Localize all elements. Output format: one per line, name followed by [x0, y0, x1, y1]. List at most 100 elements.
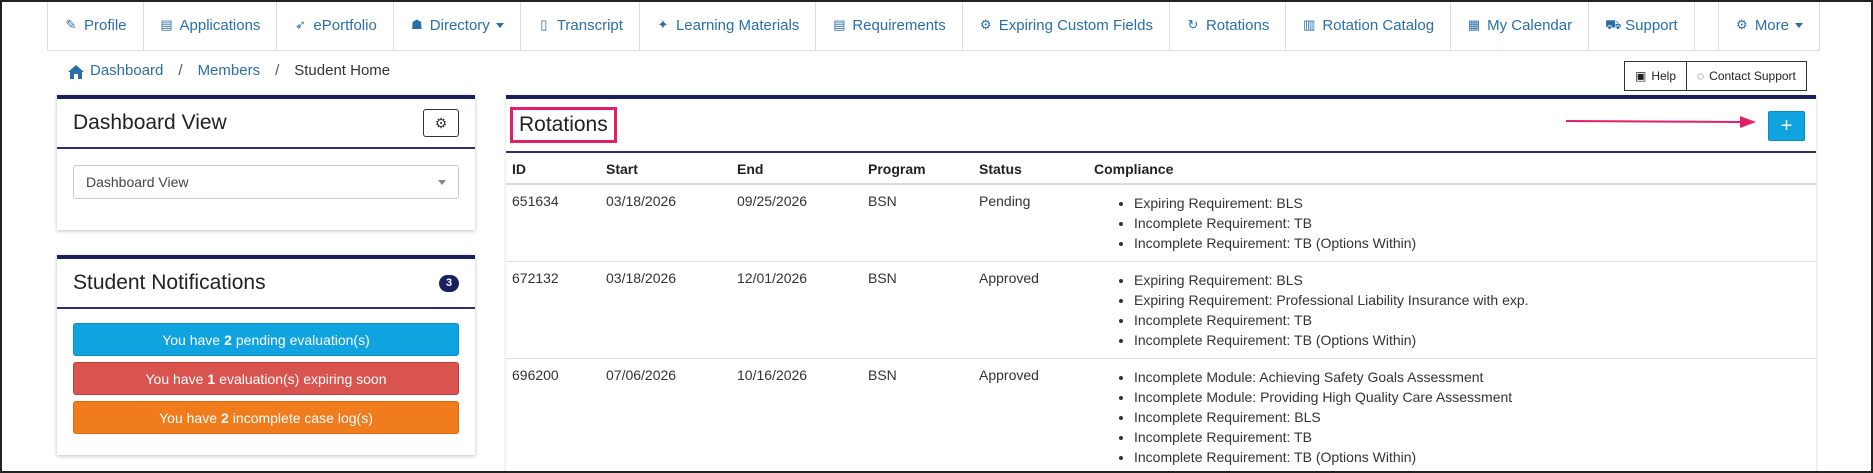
- nav-item-requirements[interactable]: ▤ Requirements: [816, 0, 963, 50]
- table-header-row: ID Start End Program Status Compliance: [506, 153, 1816, 185]
- nav-item-learning-materials[interactable]: ✦ Learning Materials: [640, 0, 817, 50]
- notification-count: 2: [221, 409, 229, 426]
- dashboard-view-header: Dashboard View ⚙: [57, 99, 475, 149]
- nav-item-expiring-custom-fields[interactable]: ⚙ Expiring Custom Fields: [963, 0, 1170, 50]
- cell-id: 672132: [506, 261, 600, 359]
- table-row[interactable]: 65163403/18/202609/25/2026BSNPendingExpi…: [506, 184, 1816, 262]
- nav-item-label: ePortfolio: [313, 16, 377, 34]
- cell-end: 10/16/2026: [731, 358, 862, 473]
- users-icon: ☗: [410, 17, 423, 32]
- cell-end: 12/01/2026: [731, 261, 862, 359]
- cell-status: Approved: [973, 358, 1088, 473]
- chevron-down-icon: [495, 22, 504, 28]
- column-header-program[interactable]: Program: [862, 153, 973, 185]
- rotations-table: ID Start End Program Status Compliance 6…: [506, 153, 1816, 473]
- breadcrumb: Dashboard / Members / Student Home: [68, 62, 390, 79]
- contact-support-button[interactable]: ◌ Contact Support: [1687, 61, 1807, 91]
- nav-item-rotations[interactable]: ↻ Rotations: [1170, 0, 1287, 50]
- breadcrumb-members-link[interactable]: Members: [197, 62, 261, 79]
- gear-icon: ⚙: [434, 114, 448, 131]
- cell-compliance: Expiring Requirement: BLSIncomplete Requ…: [1088, 184, 1816, 262]
- cell-program: BSN: [862, 261, 973, 359]
- student-notifications-panel: Student Notifications 3 You have 2 pending…: [57, 255, 475, 455]
- pending-evaluations-button[interactable]: You have 2 pending evaluation(s): [73, 323, 459, 356]
- nav-item-profile[interactable]: ✎ Profile: [48, 0, 144, 50]
- truck-icon: ⛟: [1605, 17, 1622, 32]
- cell-compliance: Expiring Requirement: BLSExpiring Requir…: [1088, 261, 1816, 359]
- notification-count-badge: 3: [439, 274, 459, 292]
- nav-item-directory[interactable]: ☗ Directory: [394, 0, 521, 50]
- nav-item-label: Requirements: [852, 16, 946, 34]
- refresh-icon: ↻: [1187, 17, 1199, 32]
- chevron-down-icon: [438, 179, 446, 185]
- rotations-panel: Rotations + ID Start End Program Status …: [506, 95, 1816, 473]
- home-icon: [68, 64, 84, 79]
- rocket-icon: ➶: [294, 17, 306, 32]
- column-header-start[interactable]: Start: [600, 153, 731, 185]
- cell-id: 696200: [506, 358, 600, 473]
- dashboard-settings-button[interactable]: ⚙: [423, 109, 459, 137]
- add-rotation-button[interactable]: +: [1768, 111, 1805, 141]
- rotations-title: Rotations: [510, 107, 617, 143]
- notification-list: You have 2 pending evaluation(s) You have 1…: [57, 309, 475, 434]
- incomplete-case-logs-button[interactable]: You have 2 incomplete case log(s): [73, 401, 459, 434]
- column-header-id[interactable]: ID: [506, 153, 600, 185]
- compliance-item: Incomplete Module: Achieving Safety Goal…: [1134, 367, 1810, 387]
- cell-status: Approved: [973, 261, 1088, 359]
- cell-end: 09/25/2026: [731, 184, 862, 262]
- compliance-item: Incomplete Requirement: TB (Options With…: [1134, 233, 1810, 253]
- cogs-icon: ⚙: [979, 17, 992, 32]
- cell-compliance: Incomplete Module: Achieving Safety Goal…: [1088, 358, 1816, 473]
- table-row[interactable]: 67213203/18/202612/01/2026BSNApprovedExp…: [506, 261, 1816, 359]
- dashboard-view-title: Dashboard View: [73, 111, 227, 134]
- top-navigation: ✎ Profile ▤ Applications ➶ ePortfolio ☗ Directo…: [47, 0, 1820, 51]
- nav-item-label: Learning Materials: [675, 16, 800, 34]
- id-card-icon: ▤: [160, 17, 173, 32]
- nav-item-more[interactable]: ⚙ More: [1719, 0, 1819, 50]
- contact-support-label: Contact Support: [1709, 69, 1796, 83]
- nav-item-label: Profile: [84, 16, 127, 34]
- expiring-evaluations-button[interactable]: You have 1 evaluation(s) expiring soon: [73, 362, 459, 395]
- notification-text: You have: [162, 331, 221, 348]
- compliance-item: Incomplete Requirement: BLS: [1134, 407, 1810, 427]
- compliance-list: Incomplete Module: Achieving Safety Goal…: [1094, 367, 1810, 467]
- compliance-item: Expiring Requirement: Professional Liabi…: [1134, 290, 1810, 310]
- cell-program: BSN: [862, 358, 973, 473]
- compliance-item: Incomplete Requirement: TB (Options With…: [1134, 447, 1810, 467]
- notification-count: 1: [207, 370, 216, 387]
- cell-program: BSN: [862, 184, 973, 262]
- breadcrumb-dashboard-link[interactable]: Dashboard: [90, 62, 164, 79]
- arrow-annotation-icon: [1566, 116, 1756, 128]
- dashboard-view-panel: Dashboard View ⚙ Dashboard View: [57, 95, 475, 230]
- breadcrumb-current: Student Home: [294, 62, 391, 79]
- compliance-list: Expiring Requirement: BLSIncomplete Requ…: [1094, 193, 1810, 253]
- help-button-label: Help: [1651, 69, 1677, 83]
- column-header-compliance[interactable]: Compliance: [1088, 153, 1816, 185]
- gear-icon: ⚙: [1735, 17, 1748, 32]
- list-icon: ▤: [833, 17, 846, 32]
- nav-item-applications[interactable]: ▤ Applications: [144, 0, 278, 50]
- nav-item-rotation-catalog[interactable]: ▥ Rotation Catalog: [1286, 0, 1452, 50]
- cell-start: 07/06/2026: [600, 358, 731, 473]
- dashboard-view-select-value: Dashboard View: [86, 174, 189, 190]
- compliance-item: Incomplete Requirement: TB: [1134, 427, 1810, 447]
- student-notifications-title: Student Notifications: [73, 271, 266, 294]
- nav-item-support[interactable]: ⛟ Support: [1589, 0, 1695, 50]
- nav-item-my-calendar[interactable]: ▦ My Calendar: [1451, 0, 1590, 50]
- compliance-item: Incomplete Module: Providing High Qualit…: [1134, 387, 1810, 407]
- column-header-end[interactable]: End: [731, 153, 862, 185]
- nav-item-label: Directory: [429, 16, 490, 34]
- compliance-list: Expiring Requirement: BLSExpiring Requir…: [1094, 270, 1810, 350]
- help-button[interactable]: ▣ Help: [1624, 61, 1688, 91]
- column-header-status[interactable]: Status: [973, 153, 1088, 185]
- nav-item-eportfolio[interactable]: ➶ ePortfolio: [277, 0, 394, 50]
- compliance-item: Incomplete Requirement: TB: [1134, 310, 1810, 330]
- dashboard-view-select[interactable]: Dashboard View: [73, 165, 459, 199]
- nav-spacer: [1695, 0, 1719, 50]
- cell-start: 03/18/2026: [600, 184, 731, 262]
- calendar-icon: ▦: [1467, 17, 1481, 32]
- notification-text: evaluation(s) expiring soon: [219, 370, 387, 387]
- nav-item-transcript[interactable]: ▯ Transcript: [521, 0, 640, 50]
- rotations-header: Rotations +: [506, 99, 1816, 153]
